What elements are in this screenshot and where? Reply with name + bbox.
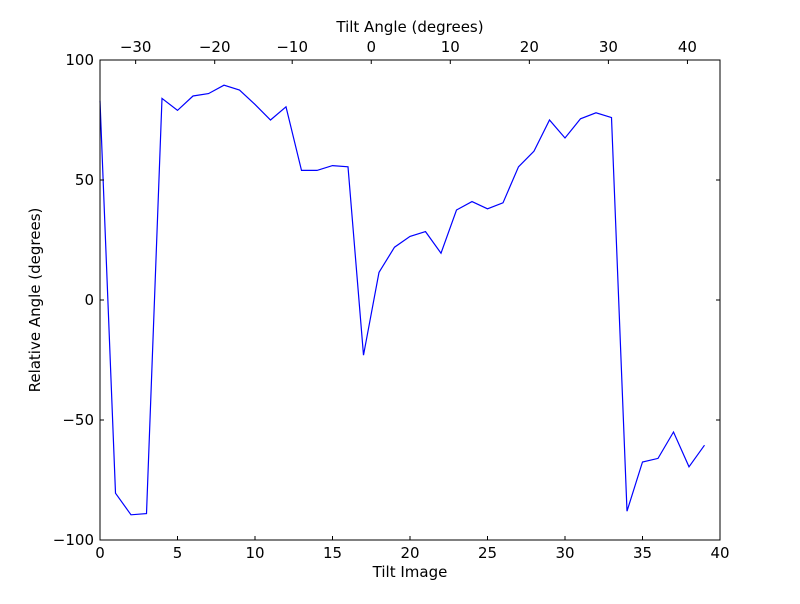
top-x-tick-label: −20 (199, 38, 231, 56)
top-x-tick-label: 40 (678, 38, 697, 56)
x-tick-label: 20 (400, 544, 419, 562)
y-tick-label: −100 (53, 531, 94, 549)
plot-area-frame (99, 59, 721, 541)
top-x-tick-label: 20 (520, 38, 539, 56)
x-axis-label: Tilt Image (372, 563, 448, 581)
top-x-tick-label: 0 (366, 38, 376, 56)
x-tick-label: 5 (173, 544, 183, 562)
x-tick-label: 10 (245, 544, 264, 562)
top-x-axis-label: Tilt Angle (degrees) (335, 18, 483, 36)
y-tick-label: 50 (75, 171, 94, 189)
x-tick-label: 25 (478, 544, 497, 562)
x-tick-label: 30 (555, 544, 574, 562)
y-tick-label: −50 (62, 411, 94, 429)
x-tick-label: 40 (710, 544, 729, 562)
series-layer (99, 84, 705, 516)
y-tick-label: 0 (84, 291, 94, 309)
x-tick-label: 35 (633, 544, 652, 562)
top-x-tick-label: −10 (276, 38, 308, 56)
ticks-layer (99, 59, 721, 541)
top-x-tick-label: 10 (441, 38, 460, 56)
top-x-tick-label: 30 (599, 38, 618, 56)
x-tick-label: 0 (95, 544, 105, 562)
y-axis-label: Relative Angle (degrees) (26, 208, 44, 393)
series-line-1 (99, 84, 705, 516)
top-x-tick-label: −30 (120, 38, 152, 56)
x-tick-label: 15 (323, 544, 342, 562)
y-tick-label: 100 (65, 51, 94, 69)
